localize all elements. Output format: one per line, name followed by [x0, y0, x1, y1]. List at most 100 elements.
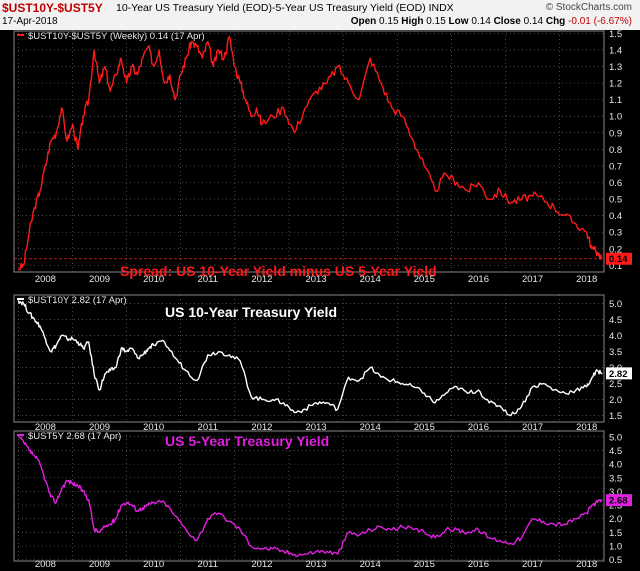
x-tick-label: 2011 [198, 422, 218, 433]
x-tick-label: 2012 [251, 559, 272, 570]
low-value: 0.14 [471, 16, 491, 27]
x-tick-label: 2011 [198, 559, 218, 570]
x-tick-label: 2016 [468, 274, 489, 285]
legend-swatch [17, 34, 24, 36]
x-tick-label: 2014 [360, 559, 381, 570]
y-tick-label: 5.0 [609, 432, 622, 443]
y-tick-label: 1.5 [609, 30, 622, 40]
panel-annotation: US 10-Year Treasury Yield [165, 304, 337, 320]
close-label: Close [493, 16, 521, 27]
last-value-label: 0.14 [609, 254, 628, 265]
legend-label: $UST10Y 2.82 (17 Apr) [28, 295, 127, 306]
panel-annotation: Spread: US 10-Year Yield minus US 5-Year… [120, 263, 437, 279]
panel-annotation: US 5-Year Treasury Yield [165, 433, 329, 449]
panel-ust5y: 0.51.01.52.02.53.03.54.04.55.0$UST5Y 2.6… [13, 430, 632, 566]
y-tick-label: 1.5 [609, 411, 622, 422]
panel-frame [13, 430, 605, 562]
y-tick-label: 3.5 [609, 347, 622, 358]
y-tick-label: 0.1 [609, 261, 622, 272]
high-label: High [401, 16, 424, 27]
chart-area: 0.1 0.2 0.3 0.4 0.5 0.6 0.7 0.8 0.9 1.0 1.1 1.2 1.3 1… [13, 30, 632, 570]
x-tick-label: 2010 [143, 422, 164, 433]
x-tick-label: 2017 [522, 422, 543, 433]
x-tick-label: 2014 [360, 422, 381, 433]
x-tick-label: 2015 [414, 422, 435, 433]
y-tick-label: 0.7 [609, 161, 622, 172]
date-label: 17-Apr-2018 [2, 16, 58, 27]
x-tick-label: 2011 [198, 274, 218, 285]
x-tick-label: 2015 [414, 274, 435, 285]
x-tick-label: 2008 [35, 274, 56, 285]
x-tick-label: 2010 [143, 559, 164, 570]
open-label: Open [350, 16, 377, 27]
y-tick-label: 3.0 [609, 487, 622, 498]
y-tick-label: 2.0 [609, 514, 622, 525]
y-tick-label: 2.5 [609, 379, 622, 390]
y-tick-label: 1.3 [609, 62, 622, 73]
y-tick-label: 0.3 [609, 228, 622, 239]
x-tick-label: 2012 [251, 274, 272, 285]
close-value: 0.14 [523, 16, 544, 27]
y-tick-label: 3.5 [609, 473, 622, 484]
x-tick-label: 2013 [305, 274, 326, 285]
x-tick-label: 2009 [89, 422, 110, 433]
x-tick-label: 2013 [305, 559, 326, 570]
y-tick-label: 0.2 [609, 244, 622, 255]
x-tick-label: 2016 [468, 559, 489, 570]
legend-label: $UST10Y-$UST5Y (Weekly) 0.14 (17 Apr) [28, 31, 205, 42]
legend-swatch [17, 298, 24, 300]
quote-line: Open 0.15 High 0.15 Low 0.14 Close 0.14 … [351, 16, 632, 27]
y-tick-label: 4.0 [609, 331, 622, 342]
x-tick-label: 2017 [522, 559, 543, 570]
y-tick-label: 0.4 [609, 211, 622, 222]
last-value-box [606, 494, 632, 507]
y-tick-label: 1.0 [609, 112, 622, 123]
x-tick-label: 2014 [360, 274, 381, 285]
last-value-label: 2.68 [609, 496, 628, 507]
y-tick-label: 1.5 [609, 528, 622, 539]
panel-spread: 0.1 0.2 0.3 0.4 0.5 0.6 0.7 0.8 0.9 1.0 1.1 1.2 1.3 1… [13, 30, 632, 279]
series-line-spread [17, 35, 603, 271]
x-tick-label: 2016 [468, 422, 489, 433]
x-tick-label: 2018 [576, 559, 597, 570]
low-label: Low [448, 16, 469, 27]
panel-ust10y: 1.52.02.53.03.54.04.55.0$UST10Y 2.82 (17… [13, 294, 632, 423]
x-tick-label: 2013 [305, 422, 326, 433]
x-tick-label: 2009 [89, 559, 110, 570]
last-value-label: 2.82 [609, 369, 628, 380]
y-tick-label: 0.8 [609, 145, 622, 156]
y-tick-label: 1.1 [609, 95, 622, 106]
series-line-ust5y [18, 436, 603, 558]
legend-label: $UST5Y 2.68 (17 Apr) [28, 431, 121, 442]
last-value-box [606, 367, 632, 380]
y-tick-label: 4.5 [609, 446, 622, 457]
symbol-description: 10-Year US Treasury Yield (EOD)-5-Year U… [116, 2, 454, 14]
y-tick-label: 1.4 [609, 45, 622, 56]
x-tick-label: 2008 [35, 422, 56, 433]
chg-value: -0.01 (-6.67%) [568, 16, 632, 27]
chg-label: Chg [545, 16, 566, 27]
x-tick-label: 2018 [576, 274, 597, 285]
panel-frame [13, 30, 605, 273]
x-tick-label: 2017 [522, 274, 543, 285]
y-tick-label: 2.0 [609, 395, 622, 406]
x-tick-label: 2008 [35, 559, 56, 570]
legend-swatch [17, 434, 24, 436]
y-tick-label: 5.0 [609, 299, 622, 310]
high-value: 0.15 [426, 16, 446, 27]
open-value: 0.15 [379, 16, 399, 27]
x-tick-label: 2012 [251, 422, 272, 433]
last-value-box [606, 252, 632, 265]
y-tick-label: 4.5 [609, 315, 622, 326]
symbol-label: $UST10Y-$UST5Y [2, 1, 103, 15]
x-tick-label: 2009 [89, 274, 110, 285]
x-tick-label: 2010 [143, 274, 164, 285]
y-tick-label: 0.6 [609, 178, 622, 189]
credit-label: © StockCharts.com [545, 2, 632, 13]
chart-header: $UST10Y-$UST5Y 10-Year US Treasury Yield… [0, 0, 640, 30]
panel-frame [13, 294, 605, 423]
y-tick-label: 0.9 [609, 128, 622, 139]
x-tick-label: 2015 [414, 559, 435, 570]
y-tick-label: 4.0 [609, 460, 622, 471]
x-tick-label: 2018 [576, 422, 597, 433]
